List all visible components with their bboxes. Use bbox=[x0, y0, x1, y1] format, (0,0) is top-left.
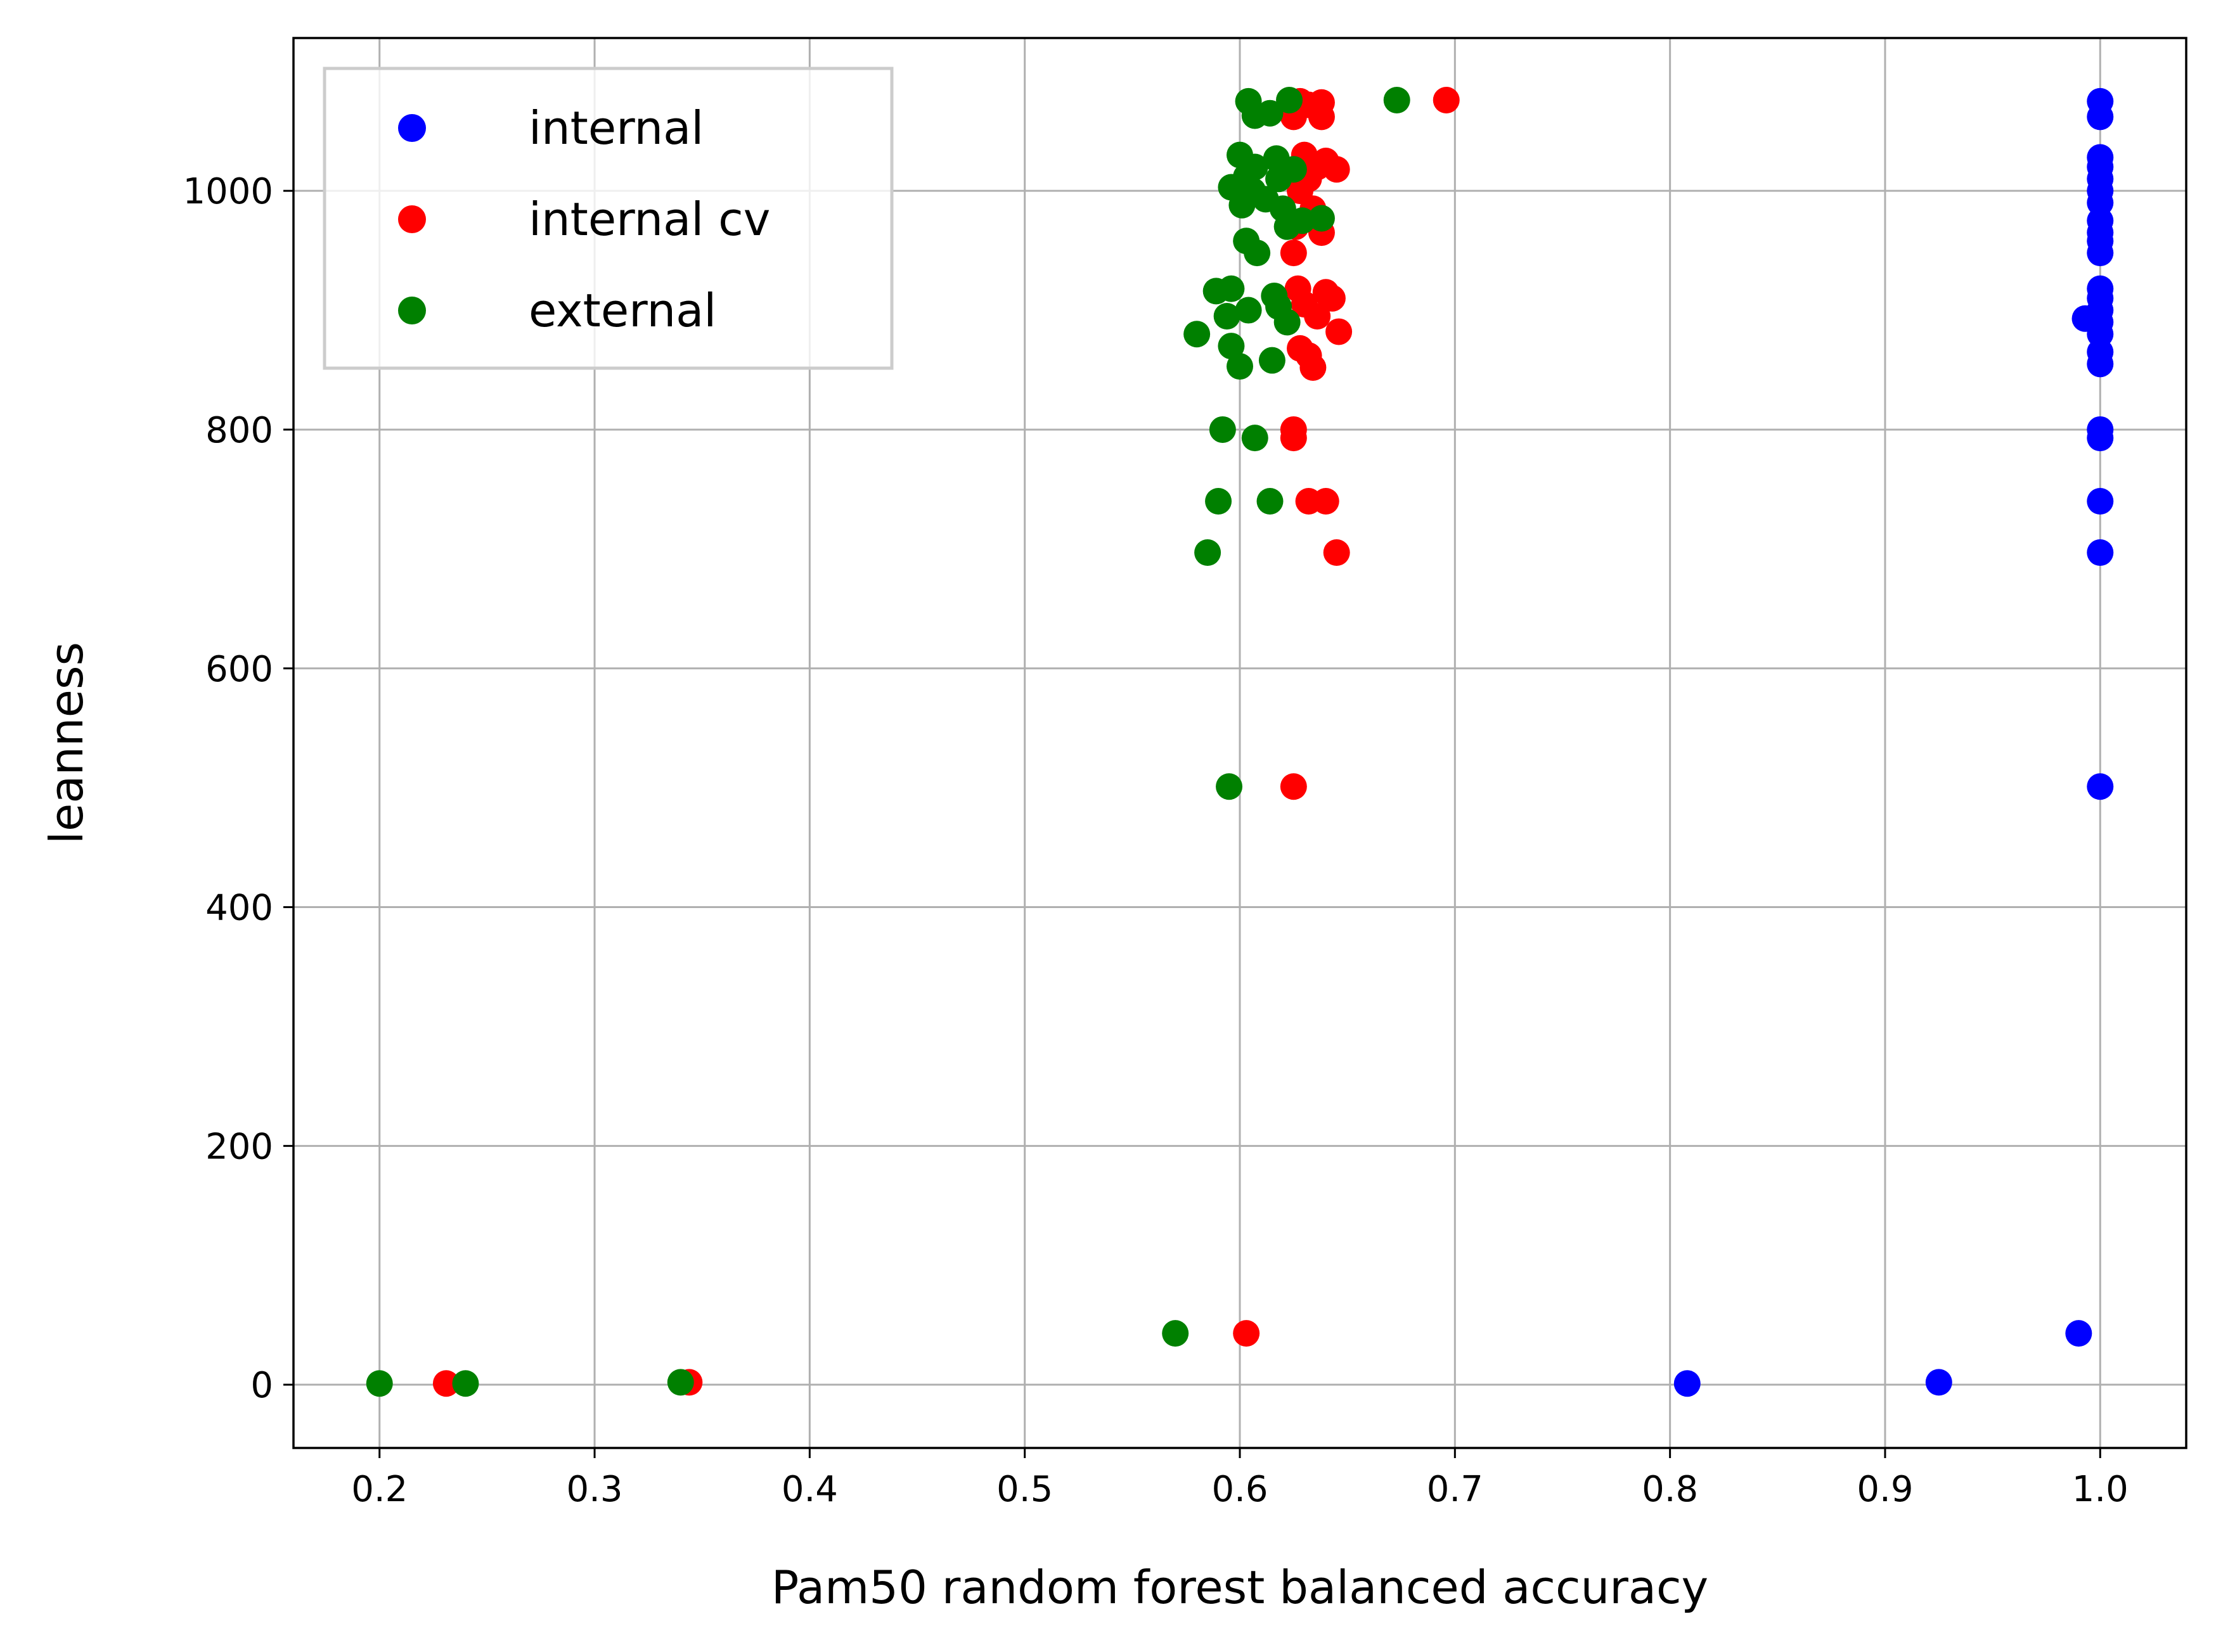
point-external bbox=[1162, 1320, 1189, 1347]
point-external bbox=[366, 1370, 393, 1397]
points-layer bbox=[366, 86, 2114, 1397]
point-external bbox=[1194, 539, 1221, 567]
point-internal-cv bbox=[1308, 103, 1335, 131]
point-internal bbox=[2065, 1320, 2092, 1347]
legend-marker-internal-cv bbox=[398, 205, 426, 233]
point-external bbox=[1265, 165, 1292, 193]
point-internal bbox=[1673, 1370, 1701, 1397]
point-internal bbox=[2087, 539, 2114, 567]
x-tick-label: 0.7 bbox=[1427, 1469, 1483, 1510]
point-external bbox=[1227, 353, 1253, 380]
point-internal-cv bbox=[1325, 318, 1353, 345]
point-internal-cv bbox=[1280, 773, 1307, 800]
grid-layer bbox=[293, 38, 2186, 1448]
y-tick-label: 800 bbox=[205, 410, 273, 451]
point-internal bbox=[2087, 425, 2114, 452]
point-external bbox=[1183, 321, 1211, 348]
point-external bbox=[1235, 297, 1262, 324]
point-internal-cv bbox=[1323, 539, 1350, 567]
x-tick-label: 0.5 bbox=[996, 1469, 1053, 1510]
point-internal-cv bbox=[1318, 285, 1346, 312]
point-external bbox=[1218, 333, 1245, 360]
x-axis-label: Pam50 random forest balanced accuracy bbox=[771, 1561, 1708, 1614]
point-internal-cv bbox=[1304, 302, 1331, 330]
point-external bbox=[1308, 205, 1335, 232]
x-tick-label: 0.4 bbox=[782, 1469, 838, 1510]
point-external bbox=[1258, 347, 1285, 374]
point-external bbox=[667, 1369, 694, 1396]
point-internal-cv bbox=[1233, 1320, 1260, 1347]
point-internal-cv bbox=[1299, 354, 1327, 381]
y-tick-label: 400 bbox=[205, 888, 273, 929]
legend-marker-external bbox=[398, 297, 426, 324]
point-external bbox=[1273, 309, 1301, 336]
point-external bbox=[1228, 191, 1256, 219]
point-external bbox=[1256, 487, 1284, 515]
point-external bbox=[1209, 416, 1236, 443]
point-internal-cv bbox=[432, 1370, 460, 1397]
point-external bbox=[1213, 302, 1240, 330]
x-tick-label: 0.6 bbox=[1211, 1469, 1268, 1510]
legend: internal internal cv external bbox=[323, 67, 894, 370]
y-tick-label: 0 bbox=[250, 1365, 273, 1406]
point-external bbox=[1205, 487, 1232, 515]
point-external bbox=[1276, 86, 1303, 113]
point-internal bbox=[2087, 350, 2114, 378]
y-tick-label: 1000 bbox=[183, 171, 273, 212]
point-external bbox=[1218, 275, 1245, 302]
point-internal bbox=[2087, 103, 2114, 131]
y-axis-ticks: 0 200 400 600 800 1000 bbox=[183, 171, 293, 1406]
point-external bbox=[1289, 207, 1316, 234]
x-tick-label: 0.8 bbox=[1642, 1469, 1698, 1510]
point-internal bbox=[1925, 1369, 1952, 1396]
point-external bbox=[1256, 99, 1284, 127]
legend-label-external: external bbox=[529, 284, 716, 337]
y-tick-label: 600 bbox=[205, 649, 273, 690]
point-internal-cv bbox=[1280, 240, 1307, 267]
point-internal-cv bbox=[1312, 487, 1339, 515]
point-internal bbox=[2087, 773, 2114, 800]
legend-label-internal: internal bbox=[529, 101, 704, 155]
point-external bbox=[452, 1370, 479, 1397]
point-internal-cv bbox=[1280, 425, 1307, 452]
legend-label-internal-cv: internal cv bbox=[529, 193, 770, 246]
point-external bbox=[1383, 86, 1410, 113]
point-internal-cv bbox=[1433, 86, 1460, 113]
x-tick-label: 1.0 bbox=[2072, 1469, 2129, 1510]
point-internal bbox=[2087, 240, 2114, 267]
point-external bbox=[1241, 425, 1268, 452]
point-external bbox=[1244, 240, 1271, 267]
x-tick-label: 0.2 bbox=[351, 1469, 408, 1510]
x-tick-label: 0.9 bbox=[1857, 1469, 1913, 1510]
x-tick-label: 0.3 bbox=[567, 1469, 623, 1510]
point-internal-cv bbox=[1323, 156, 1350, 183]
legend-marker-internal bbox=[398, 114, 426, 142]
point-internal bbox=[2087, 487, 2114, 515]
point-external bbox=[1216, 773, 1243, 800]
y-tick-label: 200 bbox=[205, 1126, 273, 1167]
x-axis-ticks: 0.2 0.3 0.4 0.5 0.6 0.7 0.8 0.9 1.0 bbox=[351, 1448, 2129, 1510]
y-axis-label: leanness bbox=[40, 642, 93, 844]
